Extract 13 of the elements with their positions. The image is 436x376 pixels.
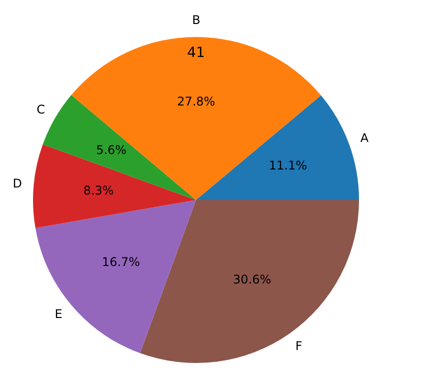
slice-label: C bbox=[36, 102, 45, 116]
slice-label: F bbox=[295, 339, 302, 354]
text: 41 bbox=[187, 44, 205, 61]
slice-label: B bbox=[192, 12, 200, 27]
data-label: 5.6% bbox=[96, 143, 127, 158]
data-label: 27.8% bbox=[177, 94, 216, 108]
data-label: 30.6% bbox=[233, 272, 272, 286]
data-label: 8.3% bbox=[83, 184, 114, 198]
data-label: 16.7% bbox=[102, 254, 140, 269]
slice-label: A bbox=[360, 130, 370, 145]
data-label: 11.1% bbox=[268, 158, 307, 173]
slice-label: D bbox=[12, 176, 22, 190]
slice-label: E bbox=[54, 307, 62, 322]
